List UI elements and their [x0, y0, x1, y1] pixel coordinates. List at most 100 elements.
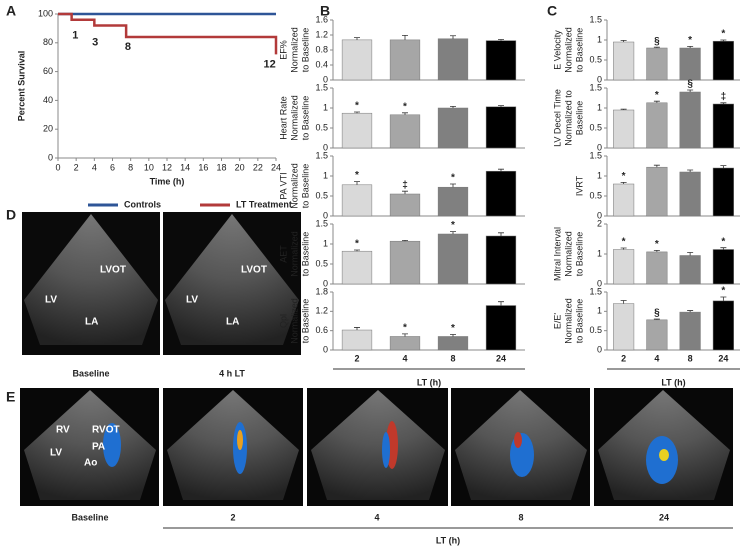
bar — [341, 329, 373, 351]
y-axis-label: to Baseline — [574, 299, 584, 344]
y-tick-label: 1.5 — [315, 82, 328, 92]
y-tick-label: 0 — [323, 278, 328, 288]
x-tick-label: 6 — [110, 162, 115, 172]
x-tick-label: 2 — [74, 162, 79, 172]
significance-marker: * — [622, 171, 626, 182]
error-bar — [687, 310, 694, 313]
y-tick-label: 0 — [323, 74, 328, 84]
anatomy-label: LA — [226, 317, 239, 328]
x-tick-label: 8 — [688, 353, 693, 363]
y-tick-label: 0 — [597, 278, 602, 288]
error-bar — [450, 334, 456, 337]
error-bar — [720, 165, 727, 168]
bar — [613, 303, 635, 351]
y-axis-label: Percent Survival — [16, 51, 26, 122]
error-bar — [450, 35, 456, 39]
series-line — [58, 12, 278, 55]
error-bar — [354, 111, 360, 114]
bar — [646, 166, 668, 217]
bar — [341, 112, 373, 149]
anatomy-label: LVOT — [241, 265, 267, 276]
legend-label: LT Treatment — [236, 199, 292, 209]
bar — [646, 319, 668, 351]
bar — [679, 255, 701, 285]
y-tick-label: 0.5 — [315, 190, 328, 200]
x-tick-label: 4 — [654, 353, 659, 363]
error-bar — [620, 182, 627, 184]
y-tick-label: 0 — [597, 210, 602, 220]
error-bar — [653, 46, 660, 48]
doppler — [237, 430, 243, 450]
y-axis-label: to Baseline — [574, 28, 584, 73]
bar — [437, 107, 469, 149]
x-tick-label: 8 — [128, 162, 133, 172]
significance-marker: * — [403, 101, 407, 112]
bar — [712, 249, 734, 285]
significance-marker: § — [654, 308, 660, 319]
y-tick-label: 0.4 — [315, 59, 328, 69]
anatomy-label: LVOT — [100, 265, 126, 276]
significance-marker: § — [654, 36, 660, 47]
bar — [712, 167, 734, 217]
y-tick-label: 1.5 — [589, 150, 602, 160]
image-caption: Baseline — [72, 368, 109, 378]
anatomy-label: LV — [45, 295, 57, 306]
doppler — [514, 432, 522, 448]
y-axis-label: Baseline — [574, 101, 584, 136]
significance-marker: * — [355, 170, 359, 181]
bar — [341, 39, 373, 81]
bar — [437, 336, 469, 351]
panel-label: D — [6, 207, 16, 223]
anatomy-label: RVOT — [92, 425, 120, 436]
legend-label: Controls — [124, 199, 161, 209]
y-tick-label: 0.6 — [315, 325, 328, 335]
y-axis-label: to Baseline — [300, 164, 310, 209]
annotation: 8 — [125, 41, 131, 53]
y-tick-label: 0.8 — [315, 44, 328, 54]
y-tick-label: 0.5 — [315, 258, 328, 268]
error-bar — [498, 105, 504, 107]
y-axis-label: Normalized — [289, 27, 299, 73]
y-tick-label: 1.5 — [315, 218, 328, 228]
y-axis-label: E Velocity — [552, 30, 562, 70]
significance-marker: * — [688, 35, 692, 46]
y-axis-label: Normalized to — [563, 90, 573, 146]
y-tick-label: 0 — [597, 74, 602, 84]
y-axis-label: PA VTI — [278, 172, 288, 199]
echo-images-e — [20, 388, 733, 506]
significance-marker: * — [355, 239, 359, 250]
bar — [679, 311, 701, 351]
echo-fan — [24, 390, 156, 500]
bar — [646, 47, 668, 81]
annotation: 12 — [264, 58, 276, 70]
y-tick-label: 1 — [597, 102, 602, 112]
error-bar — [450, 231, 456, 234]
error-bar — [354, 181, 360, 185]
image-caption: 4 — [374, 512, 379, 522]
y-tick-label: 0.5 — [589, 190, 602, 200]
doppler — [103, 423, 121, 467]
y-axis-label: to Baseline — [300, 299, 310, 344]
bar — [341, 250, 373, 285]
x-tick-label: 24 — [718, 353, 728, 363]
doppler — [382, 432, 390, 468]
bar — [679, 91, 701, 149]
significance-marker: * — [655, 239, 659, 250]
y-tick-label: 1.2 — [315, 306, 328, 316]
error-bar — [687, 252, 694, 256]
significance-marker: * — [355, 101, 359, 112]
bar — [389, 240, 421, 285]
bar — [613, 41, 635, 81]
echo-fan — [165, 214, 299, 345]
error-bar — [620, 40, 627, 42]
y-axis-label: Qpl — [278, 314, 288, 328]
error-bar — [450, 183, 456, 188]
y-tick-label: 1 — [323, 238, 328, 248]
anatomy-label: LV — [50, 448, 62, 459]
bar — [389, 336, 421, 351]
y-axis-label: to Baseline — [300, 28, 310, 73]
y-tick-label: 80 — [43, 37, 53, 47]
error-bar — [653, 100, 660, 103]
error-bar — [720, 247, 727, 250]
y-axis-label: IVRT — [574, 175, 584, 196]
